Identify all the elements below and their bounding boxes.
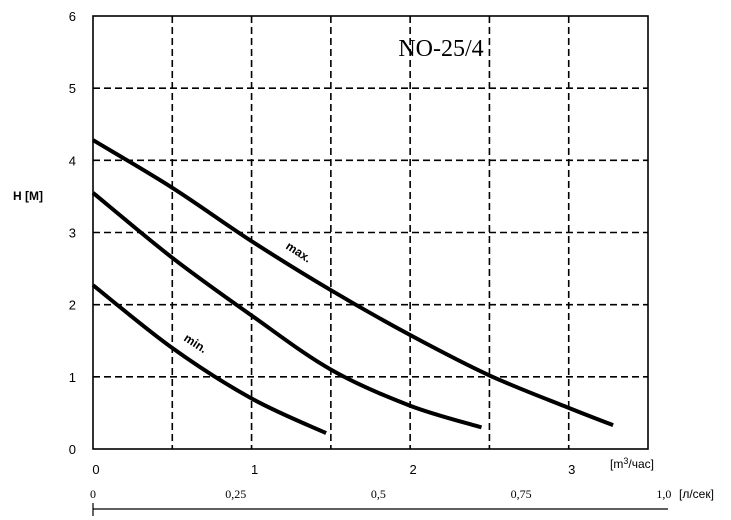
curve-mid <box>91 191 483 430</box>
curve-label-min: min. <box>181 331 209 356</box>
y-tick-label: 0 <box>69 442 76 457</box>
x2-tick-label: 1,0 <box>656 487 671 501</box>
y-tick-label: 4 <box>69 153 76 168</box>
y-tick-label: 1 <box>69 370 76 385</box>
x-tick-label: 2 <box>410 462 417 477</box>
tick-labels: 0 1 2 3 4 5 6 0 1 2 3 0 0,25 0,5 0,75 1,0 <box>69 9 672 501</box>
x-axis-label-rest: /час] <box>628 457 654 471</box>
y-tick-label: 6 <box>69 9 76 24</box>
y-tick-label: 2 <box>69 298 76 313</box>
performance-curves <box>91 138 614 435</box>
curve-max <box>91 138 614 428</box>
plot-frame <box>92 15 649 450</box>
curve-label-max: max. <box>283 239 314 266</box>
y-axis-label: H [M] <box>13 189 43 203</box>
y-tick-label: 3 <box>69 226 76 241</box>
x-axis-label-base: [m <box>610 457 623 471</box>
x2-tick-label: 0,75 <box>511 487 532 501</box>
curve-min <box>91 283 327 435</box>
y-tick-label: 5 <box>69 81 76 96</box>
x-tick-label: 3 <box>568 462 575 477</box>
secondary-x-axis-label: [л/сек] <box>679 487 714 501</box>
x-axis-label-sup: 3 <box>623 456 628 466</box>
x2-tick-label: 0,25 <box>225 487 246 501</box>
x-tick-label: 1 <box>251 462 258 477</box>
x2-tick-label: 0,5 <box>371 487 386 501</box>
x2-tick-label: 0 <box>90 487 96 501</box>
chart-title: NO-25/4 <box>398 36 483 62</box>
grid-lines <box>93 16 648 449</box>
x-axis-label: [m3/час] <box>610 456 654 471</box>
x-tick-label: 0 <box>92 462 99 477</box>
